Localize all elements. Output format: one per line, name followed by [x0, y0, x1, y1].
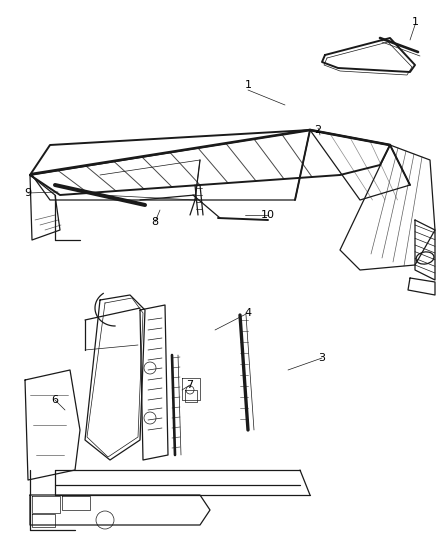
- Text: 1: 1: [411, 17, 418, 27]
- Text: 10: 10: [261, 210, 275, 220]
- Text: 8: 8: [152, 217, 159, 227]
- Text: 3: 3: [318, 353, 325, 363]
- Text: 9: 9: [25, 188, 32, 198]
- Text: 6: 6: [52, 395, 59, 405]
- Text: 7: 7: [187, 380, 194, 390]
- Text: 4: 4: [244, 308, 251, 318]
- Text: 1: 1: [244, 80, 251, 90]
- Text: 2: 2: [314, 125, 321, 135]
